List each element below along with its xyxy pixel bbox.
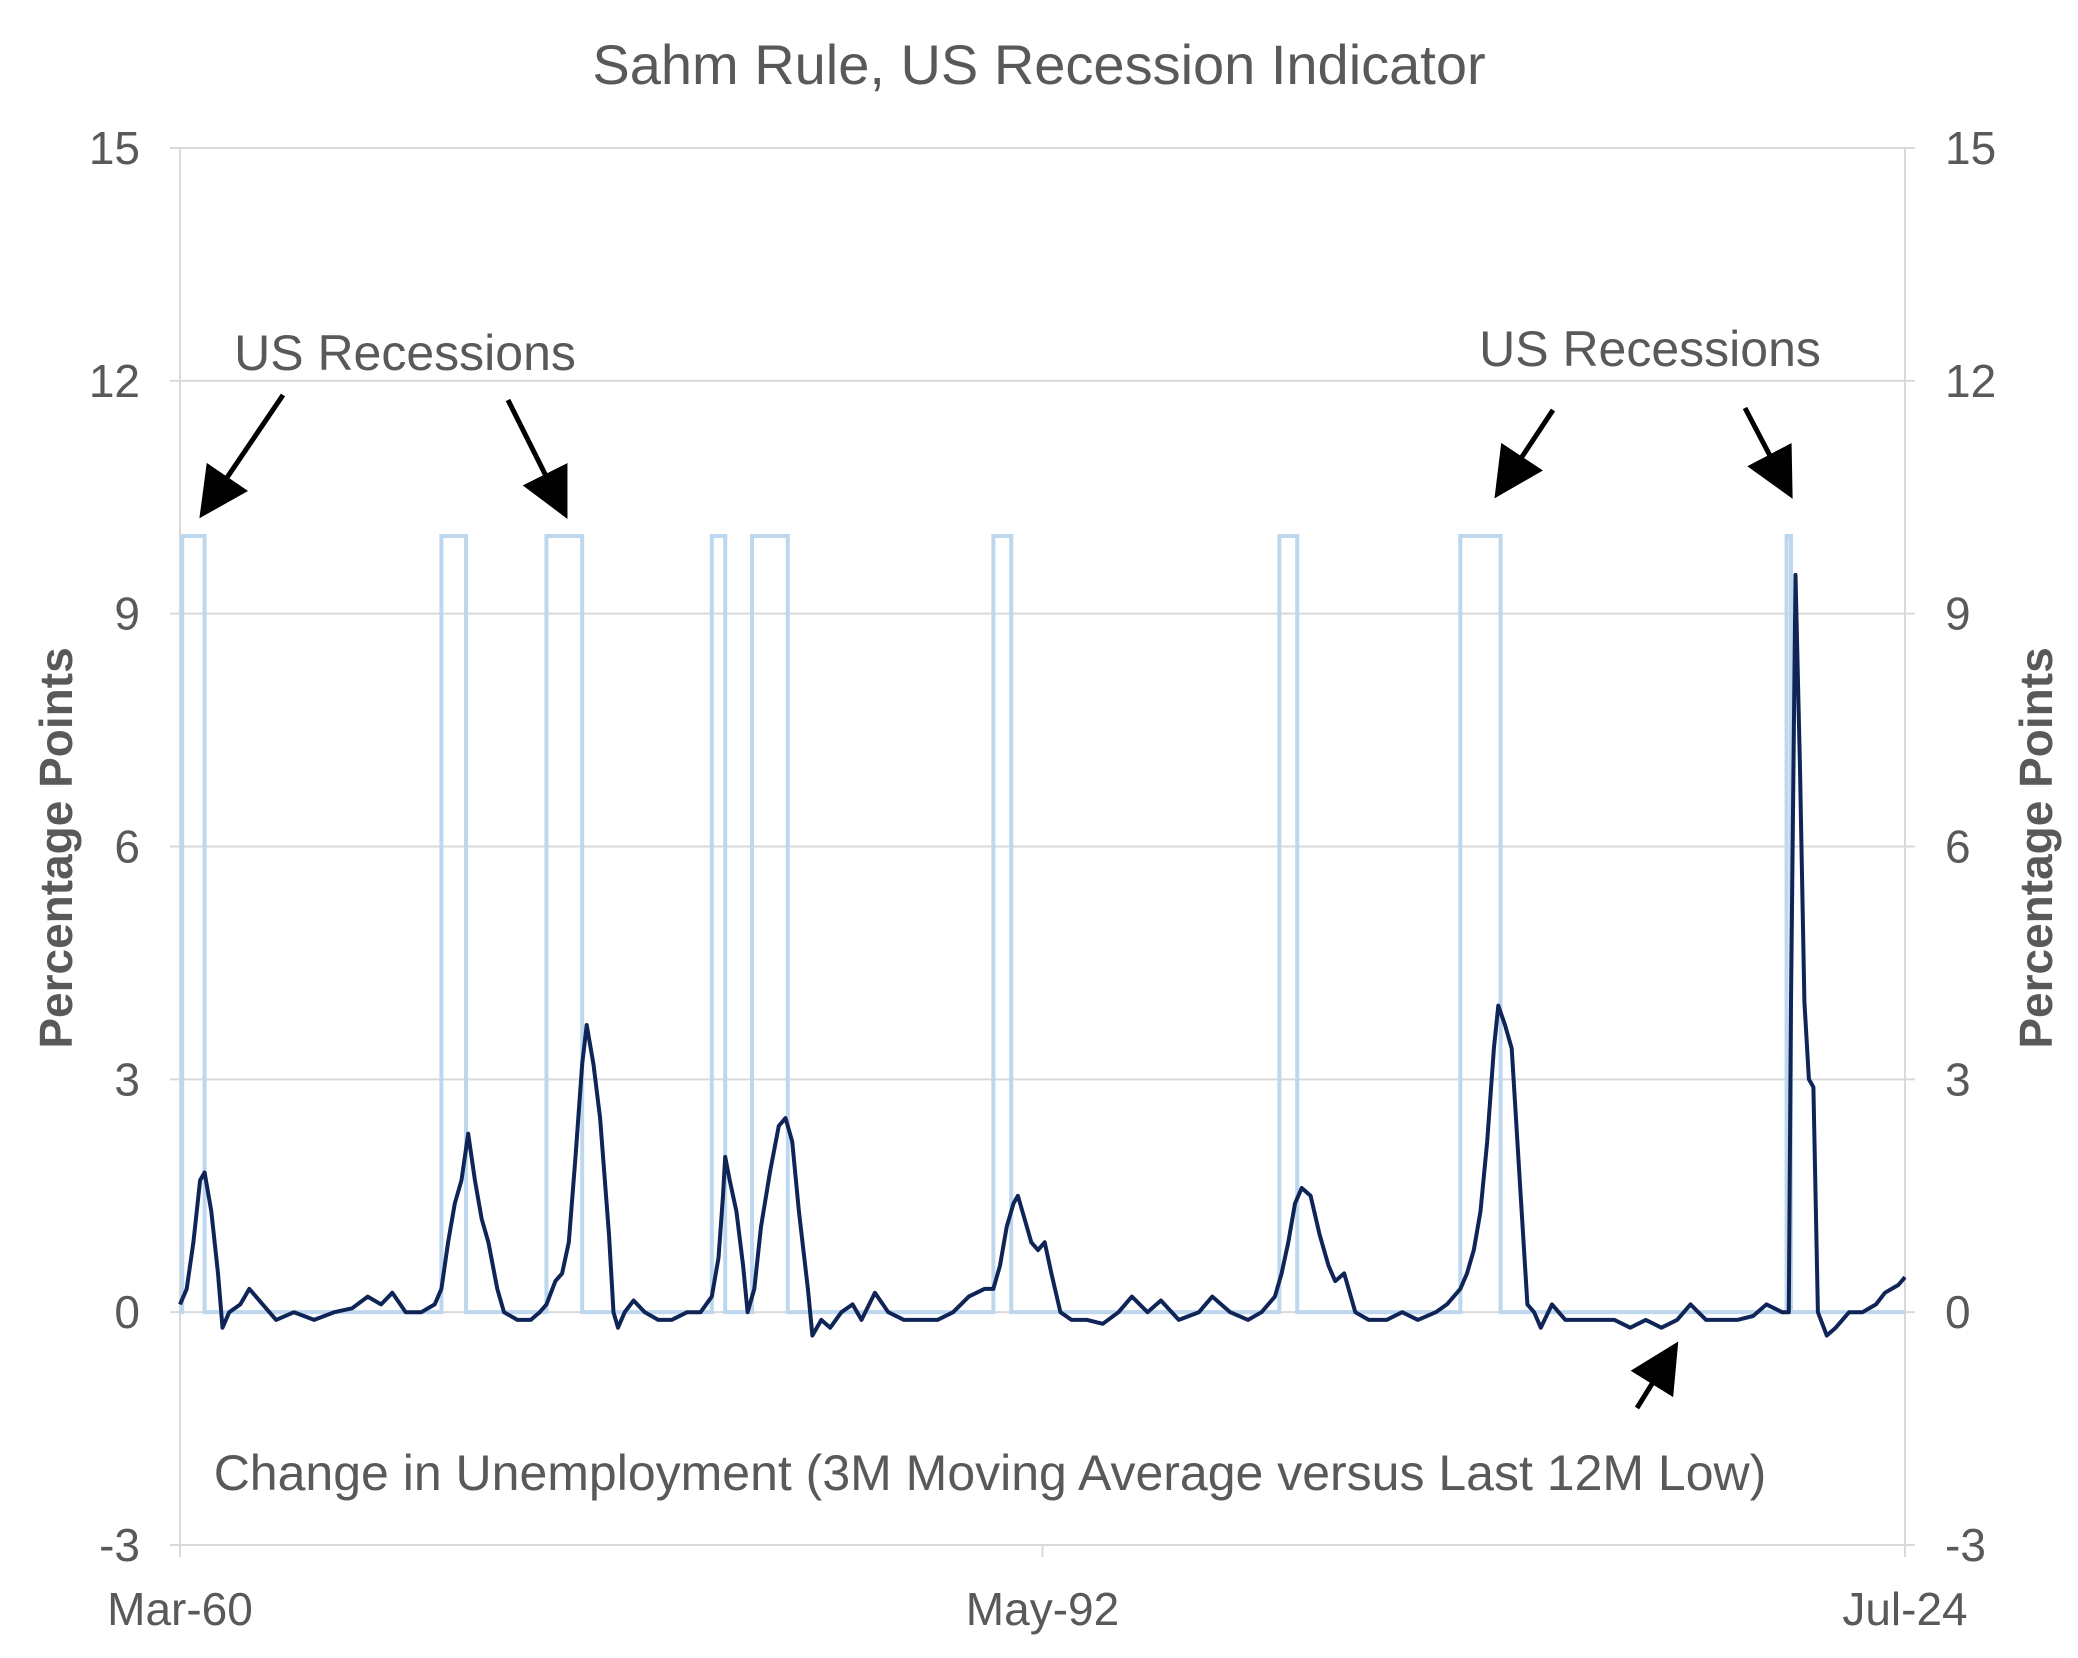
y-tick-label-left: 3 <box>114 1053 140 1105</box>
y-tick-label-right: 12 <box>1945 355 1996 407</box>
y-tick-label-right: 15 <box>1945 122 1996 174</box>
chart-title: Sahm Rule, US Recession Indicator <box>592 33 1485 96</box>
x-tick-label: Jul-24 <box>1842 1583 1967 1635</box>
y-axis-label-right: Percentage Points <box>2010 647 2062 1048</box>
y-tick-label-right: 3 <box>1945 1053 1971 1105</box>
y-tick-label-left: 0 <box>114 1286 140 1338</box>
y-tick-label-right: 9 <box>1945 588 1971 640</box>
x-tick-label: May-92 <box>966 1583 1119 1635</box>
annotation-us-recessions-left: US Recessions <box>234 325 576 381</box>
x-tick-label: Mar-60 <box>107 1583 253 1635</box>
arrow-right-1 <box>1494 408 1556 499</box>
annotation-change-in-unemployment: Change in Unemployment (3M Moving Averag… <box>214 1445 1767 1501</box>
arrow-unemployment <box>1630 1341 1679 1410</box>
y-tick-label-left: -3 <box>99 1519 140 1571</box>
y-tick-label-right: 0 <box>1945 1286 1971 1338</box>
y-tick-label-left: 6 <box>114 821 140 873</box>
y-tick-label-left: 9 <box>114 588 140 640</box>
y-tick-label-right: 6 <box>1945 821 1971 873</box>
y-tick-label-left: 15 <box>89 122 140 174</box>
y-tick-label-right: -3 <box>1945 1519 1986 1571</box>
y-tick-label-left: 12 <box>89 355 140 407</box>
series-sahm-indicator <box>178 572 1907 1338</box>
arrow-right-2 <box>1742 406 1793 499</box>
annotation-us-recessions-right: US Recessions <box>1479 321 1821 377</box>
left-y-tick-labels: -3 0 3 6 9 12 15 <box>89 122 140 1571</box>
right-y-tick-labels: -3 0 3 6 9 12 15 <box>1945 122 1996 1571</box>
series-recessions <box>180 534 1905 1315</box>
x-tick-labels: Mar-60 May-92 Jul-24 <box>107 1545 1968 1635</box>
arrow-left-1 <box>199 393 286 519</box>
arrow-left-2 <box>505 398 568 519</box>
y-axis-label-left: Percentage Points <box>30 647 82 1048</box>
